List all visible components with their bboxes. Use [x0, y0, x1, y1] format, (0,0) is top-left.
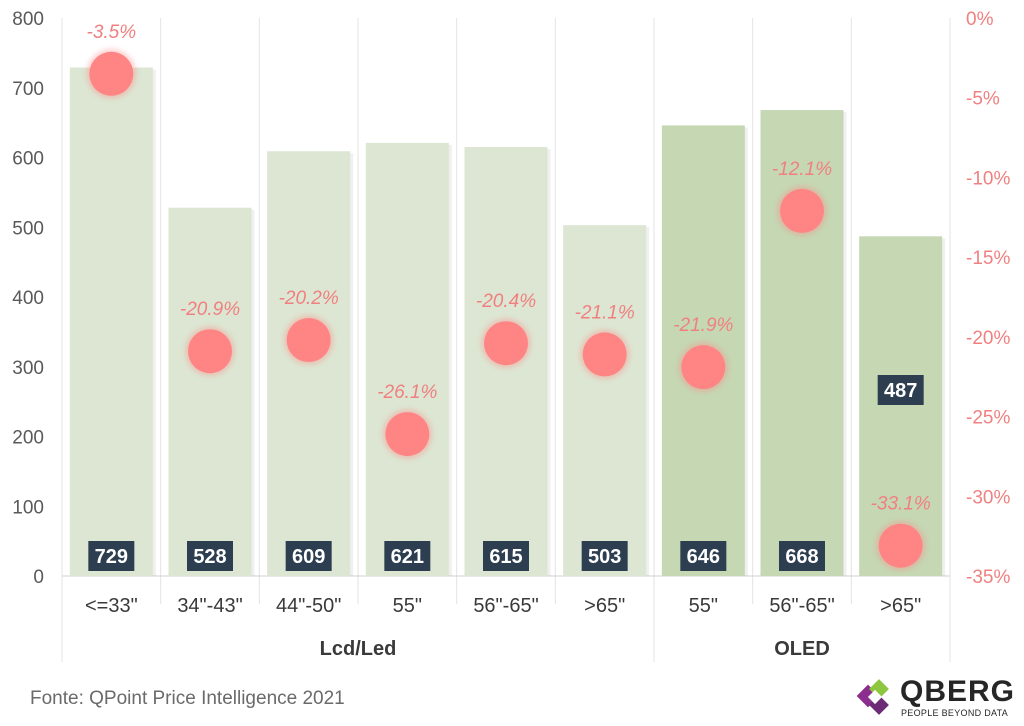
bar-value-label: 487: [884, 380, 917, 402]
bar-value-label-box: [384, 541, 431, 571]
y-left-tick-label: 800: [12, 9, 44, 30]
bubble-point: [780, 188, 824, 233]
bar: [760, 110, 844, 576]
bubble-pct-label: -20.2%: [279, 288, 339, 309]
source-note: Fonte: QPoint Price Intelligence 2021: [30, 688, 345, 709]
y-left-tick-label: 500: [12, 218, 44, 239]
group-label: OLED: [774, 638, 830, 660]
bubble-pct-label: -20.9%: [180, 299, 240, 320]
y-right-tick-label: -25%: [966, 408, 1010, 429]
bubble-point: [89, 51, 134, 96]
x-tick-label: >65": [584, 595, 625, 617]
x-tick-label: 55": [393, 595, 422, 617]
y-right-tick-label: -10%: [966, 168, 1010, 189]
y-left-tick-label: 200: [12, 428, 44, 449]
y-right-tick-label: -5%: [966, 89, 1000, 110]
y-left-tick-label: 0: [33, 567, 44, 588]
bar-value-label-box: [483, 541, 529, 571]
x-tick-label: >65": [880, 595, 921, 617]
bar: [859, 236, 943, 576]
bar-value-label-box: [680, 541, 727, 571]
bubble-point: [582, 332, 627, 377]
bubble-pct-label: -21.1%: [575, 302, 635, 323]
bar-value-label: 668: [785, 546, 818, 568]
bubble-point: [878, 523, 923, 568]
y-left-tick-label: 400: [12, 288, 44, 309]
bubble-pct-label: -26.1%: [377, 382, 437, 403]
y-left-tick-label: 700: [12, 79, 44, 100]
bar-value-label-box: [187, 541, 233, 571]
y-right-tick-label: 0%: [966, 9, 994, 30]
bar-value-label-box: [779, 541, 825, 571]
x-tick-label: <=33": [85, 595, 138, 617]
bar-value-label-box: [285, 541, 332, 571]
y-right-tick-label: -35%: [966, 567, 1010, 588]
bubbles: -3.5% -20.9% -20.2% -26.1% -20.4% -21.1% -21.9…: [86, 22, 931, 571]
y-right-tick-label: -15%: [966, 248, 1010, 269]
bar: [69, 67, 153, 577]
bar: [563, 225, 647, 576]
y-right-tick-label: -20%: [966, 328, 1010, 349]
bubble-pct-label: -20.4%: [476, 291, 536, 312]
bar-value-label: 528: [193, 546, 226, 568]
bar: [365, 142, 449, 577]
bar-value-label: 729: [95, 546, 128, 568]
bubble-point: [681, 345, 726, 390]
bubble-point: [286, 318, 331, 363]
y-left-tick-label: 600: [12, 149, 44, 170]
bar-value-label-box: [877, 375, 924, 405]
x-tick-label: 55": [689, 595, 718, 617]
bubble-point: [385, 412, 430, 457]
qberg-logo: QBERG PEOPLE BEYOND DATA: [856, 676, 1016, 720]
x-tick-label: 56"-65": [769, 595, 834, 617]
logo-tagline: PEOPLE BEYOND DATA: [901, 708, 1009, 718]
bar-value-label-box: [88, 541, 135, 571]
bubble-pct-label: -21.9%: [673, 315, 733, 336]
y-right-tick-label: -30%: [966, 487, 1010, 508]
axes: 0 100 200 300 400 500 600 700 800 0% -5% -10% -15% -2…: [12, 9, 1010, 660]
y-left-tick-label: 100: [12, 497, 44, 518]
x-tick-label: 44"-50": [276, 595, 341, 617]
qberg-logo-mark-icon: [856, 679, 889, 715]
bar-value-label: 621: [391, 546, 424, 568]
bubble-point: [188, 329, 232, 374]
y-left-tick-label: 300: [12, 358, 44, 379]
bars: 729 528 609 621 615 503 646 668 487: [69, 67, 946, 577]
bar-value-label: 615: [489, 546, 522, 568]
logo-name: QBERG: [900, 675, 1016, 708]
bubble-pct-label: -12.1%: [772, 159, 832, 180]
x-tick-label: 56"-65": [473, 595, 538, 617]
bubble-pct-label: -3.5%: [87, 22, 137, 43]
bar-value-label: 646: [687, 546, 720, 568]
bar-value-label: 503: [588, 546, 621, 568]
bubble-point: [484, 321, 528, 366]
bar-value-label-box: [581, 541, 628, 571]
group-label: Lcd/Led: [320, 638, 397, 660]
bar-value-label: 609: [292, 546, 325, 568]
x-tick-label: 34"-43": [177, 595, 242, 617]
bubble-pct-label: -33.1%: [871, 494, 931, 515]
bar: [168, 207, 252, 576]
